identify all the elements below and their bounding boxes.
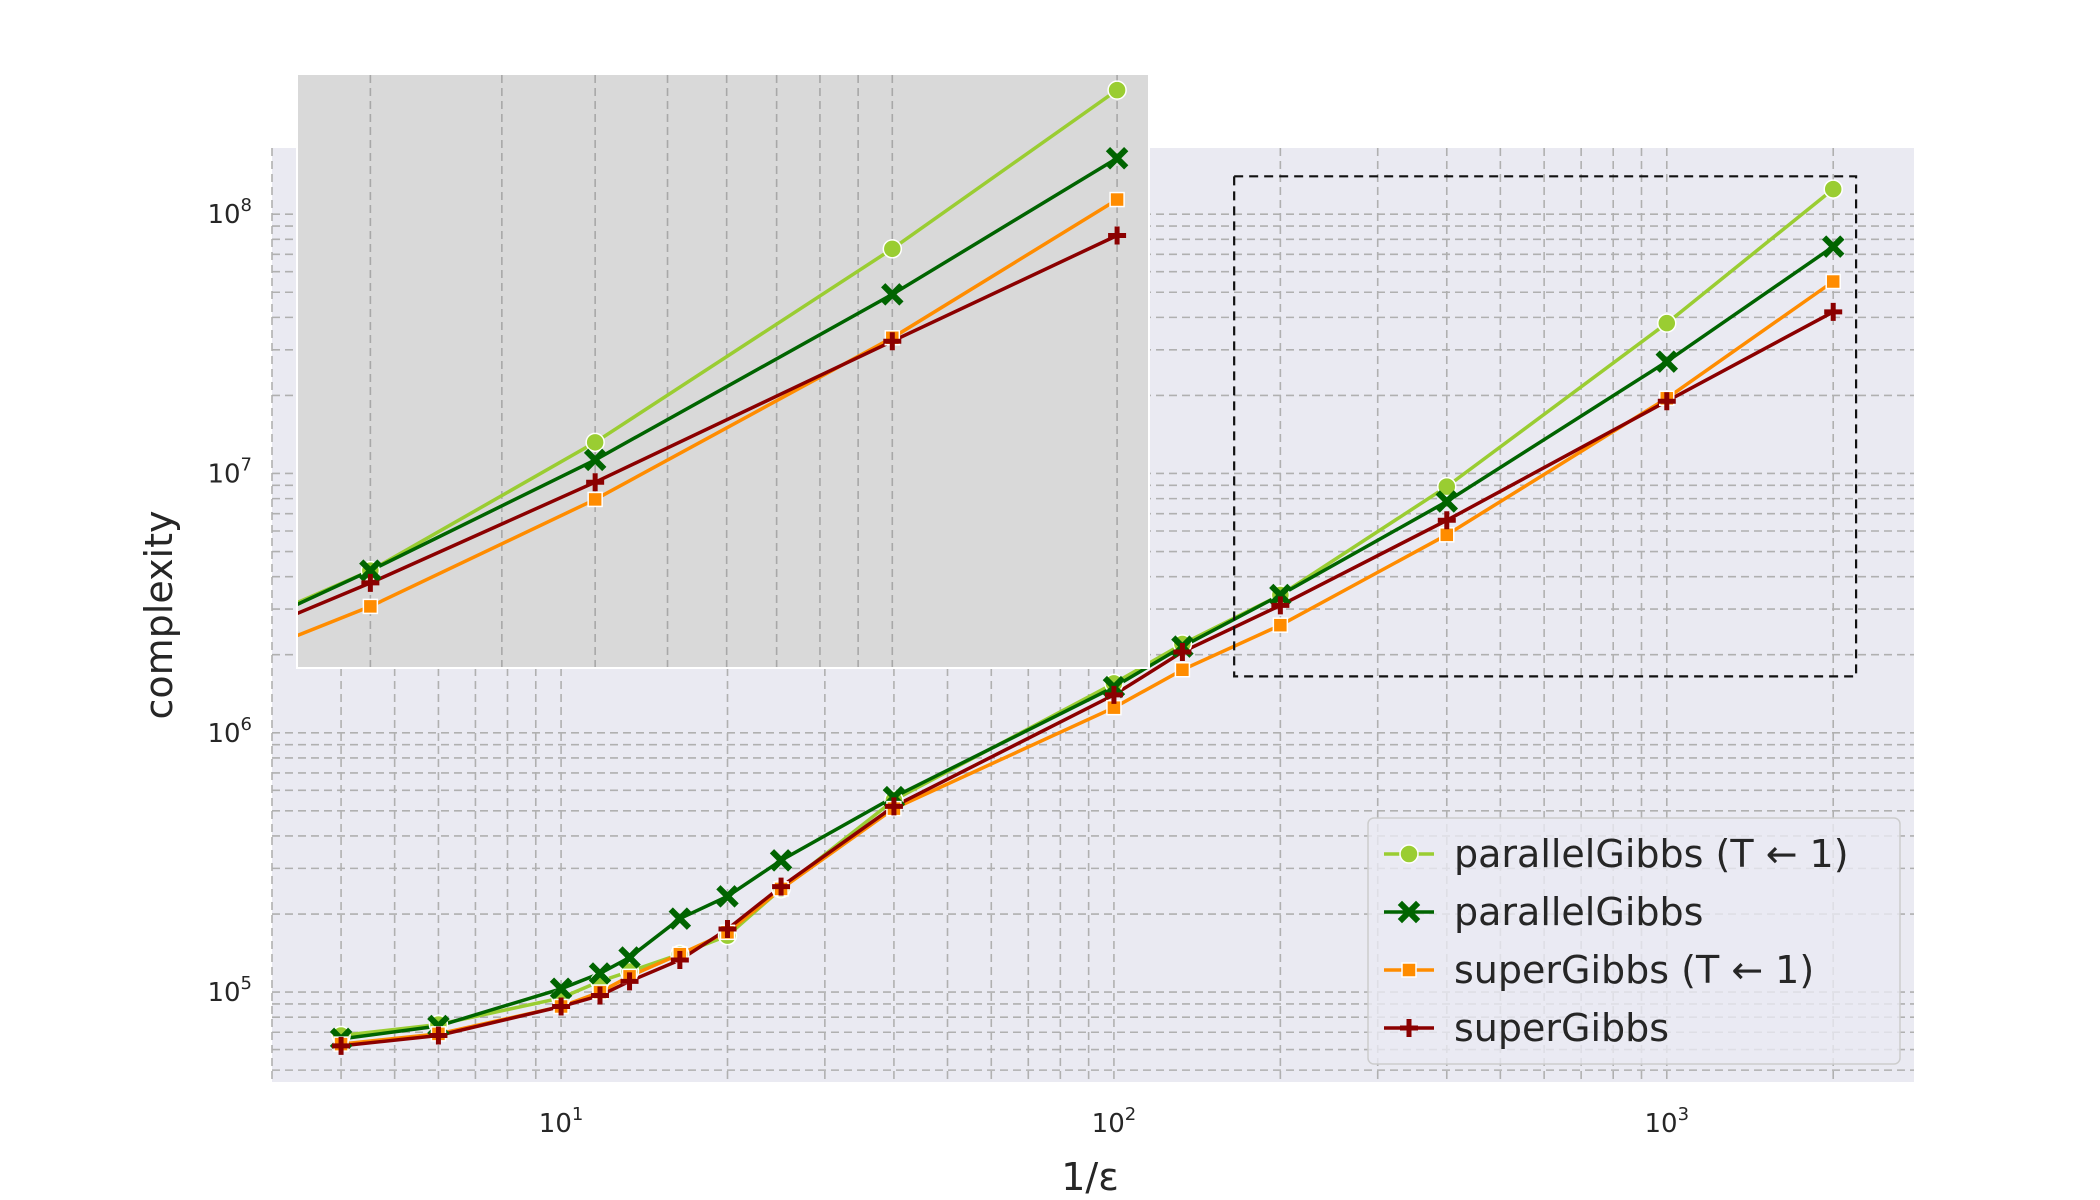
x-tick-label: 103: [1645, 1104, 1690, 1139]
inset-data-point: [883, 332, 902, 351]
data-point: [1657, 392, 1676, 411]
data-point: [718, 920, 737, 939]
legend: parallelGibbs (T ← 1) parallelGibbs superG…: [1367, 817, 1901, 1065]
data-point: [1437, 476, 1457, 497]
x-axis-label: 1/ε: [1061, 1155, 1119, 1199]
data-point: [1824, 302, 1843, 321]
legend-entry: superGibbs (T ← 1): [1384, 948, 1814, 992]
data-point: [1657, 313, 1677, 333]
inset-data-point: [359, 559, 382, 582]
data-point: [332, 1036, 351, 1055]
y-axis-label: complexity: [137, 511, 181, 720]
data-point: [884, 797, 903, 816]
inset-series-2: [298, 198, 1119, 638]
inset-series-line: [298, 233, 1118, 616]
inset-data-point: [587, 491, 603, 508]
inset-data-point: [882, 239, 903, 259]
data-point: [1439, 527, 1455, 543]
zoom-box: [1233, 175, 1858, 678]
legend-label: parallelGibbs (T ← 1): [1454, 832, 1849, 876]
data-point: [772, 877, 791, 896]
inset-data-point: [362, 598, 379, 615]
data-point: [1655, 350, 1679, 373]
data-point: [552, 997, 571, 1016]
data-point: [1823, 179, 1843, 199]
data-point: [549, 977, 573, 1000]
inset-data-point: [229, 620, 247, 638]
inset-data-point: [1105, 146, 1129, 170]
legend-marker: [1399, 844, 1419, 864]
data-point: [668, 907, 692, 930]
data-point: [1104, 685, 1123, 704]
inset-series-3: [298, 233, 1118, 616]
data-point: [1821, 235, 1845, 258]
legend-marker: [1397, 900, 1421, 924]
legend-marker: [1400, 1019, 1418, 1037]
legend-entry: superGibbs: [1384, 1006, 1669, 1050]
inset-data-point: [583, 448, 607, 472]
inset-data-point: [586, 473, 605, 492]
inset-series-line: [298, 198, 1119, 638]
data-point: [588, 962, 612, 985]
inset-data-point: [881, 283, 904, 306]
data-point: [1272, 617, 1289, 633]
inset-series-markers-1: [231, 146, 1129, 639]
series-markers-3: [332, 302, 1843, 1055]
inset-plot: [229, 73, 1150, 669]
data-point: [1435, 490, 1459, 513]
inset-series-line: [298, 156, 1119, 606]
inset-area: [298, 75, 1148, 667]
y-tick-label: 105: [207, 973, 252, 1008]
data-point: [1437, 511, 1456, 530]
y-tick-label: 108: [207, 195, 252, 230]
inset-series-markers-3: [229, 226, 1127, 647]
legend-label: superGibbs (T ← 1): [1454, 948, 1814, 992]
inset-grid: [369, 75, 1118, 667]
legend-entry: parallelGibbs (T ← 1): [1384, 832, 1849, 876]
legend-marker: [1401, 962, 1417, 978]
data-point: [620, 972, 639, 991]
data-point: [1174, 662, 1191, 678]
y-tick-label: 106: [207, 714, 252, 749]
data-point: [1173, 642, 1192, 661]
inset-data-point: [229, 629, 247, 647]
data-point: [1269, 583, 1292, 607]
inset-data-point: [1108, 226, 1127, 245]
x-tick-label: 101: [539, 1104, 584, 1139]
x-tick-label: 102: [1092, 1104, 1137, 1139]
data-point: [618, 946, 641, 969]
inset-data-point: [231, 652, 245, 666]
data-point: [716, 885, 739, 908]
data-point: [591, 986, 610, 1005]
data-point: [1271, 596, 1290, 615]
inset-data-point: [585, 432, 605, 453]
data-point: [429, 1026, 448, 1045]
legend-entry: parallelGibbs: [1384, 890, 1703, 934]
inset-series-1: [298, 156, 1119, 606]
inset-series-line: [298, 88, 1119, 605]
legend-label: superGibbs: [1454, 1006, 1669, 1050]
y-tick-label: 107: [207, 454, 252, 489]
legend-box: [1367, 817, 1901, 1065]
data-point: [1825, 273, 1841, 290]
inset-data-point: [1109, 191, 1125, 208]
data-point: [769, 849, 793, 872]
data-point: [670, 950, 689, 969]
inset-data-point: [231, 625, 245, 639]
inset-data-point: [1107, 80, 1127, 100]
inset-data-point: [361, 573, 380, 592]
inset-series-0: [298, 88, 1119, 605]
legend-label: parallelGibbs: [1454, 890, 1703, 934]
